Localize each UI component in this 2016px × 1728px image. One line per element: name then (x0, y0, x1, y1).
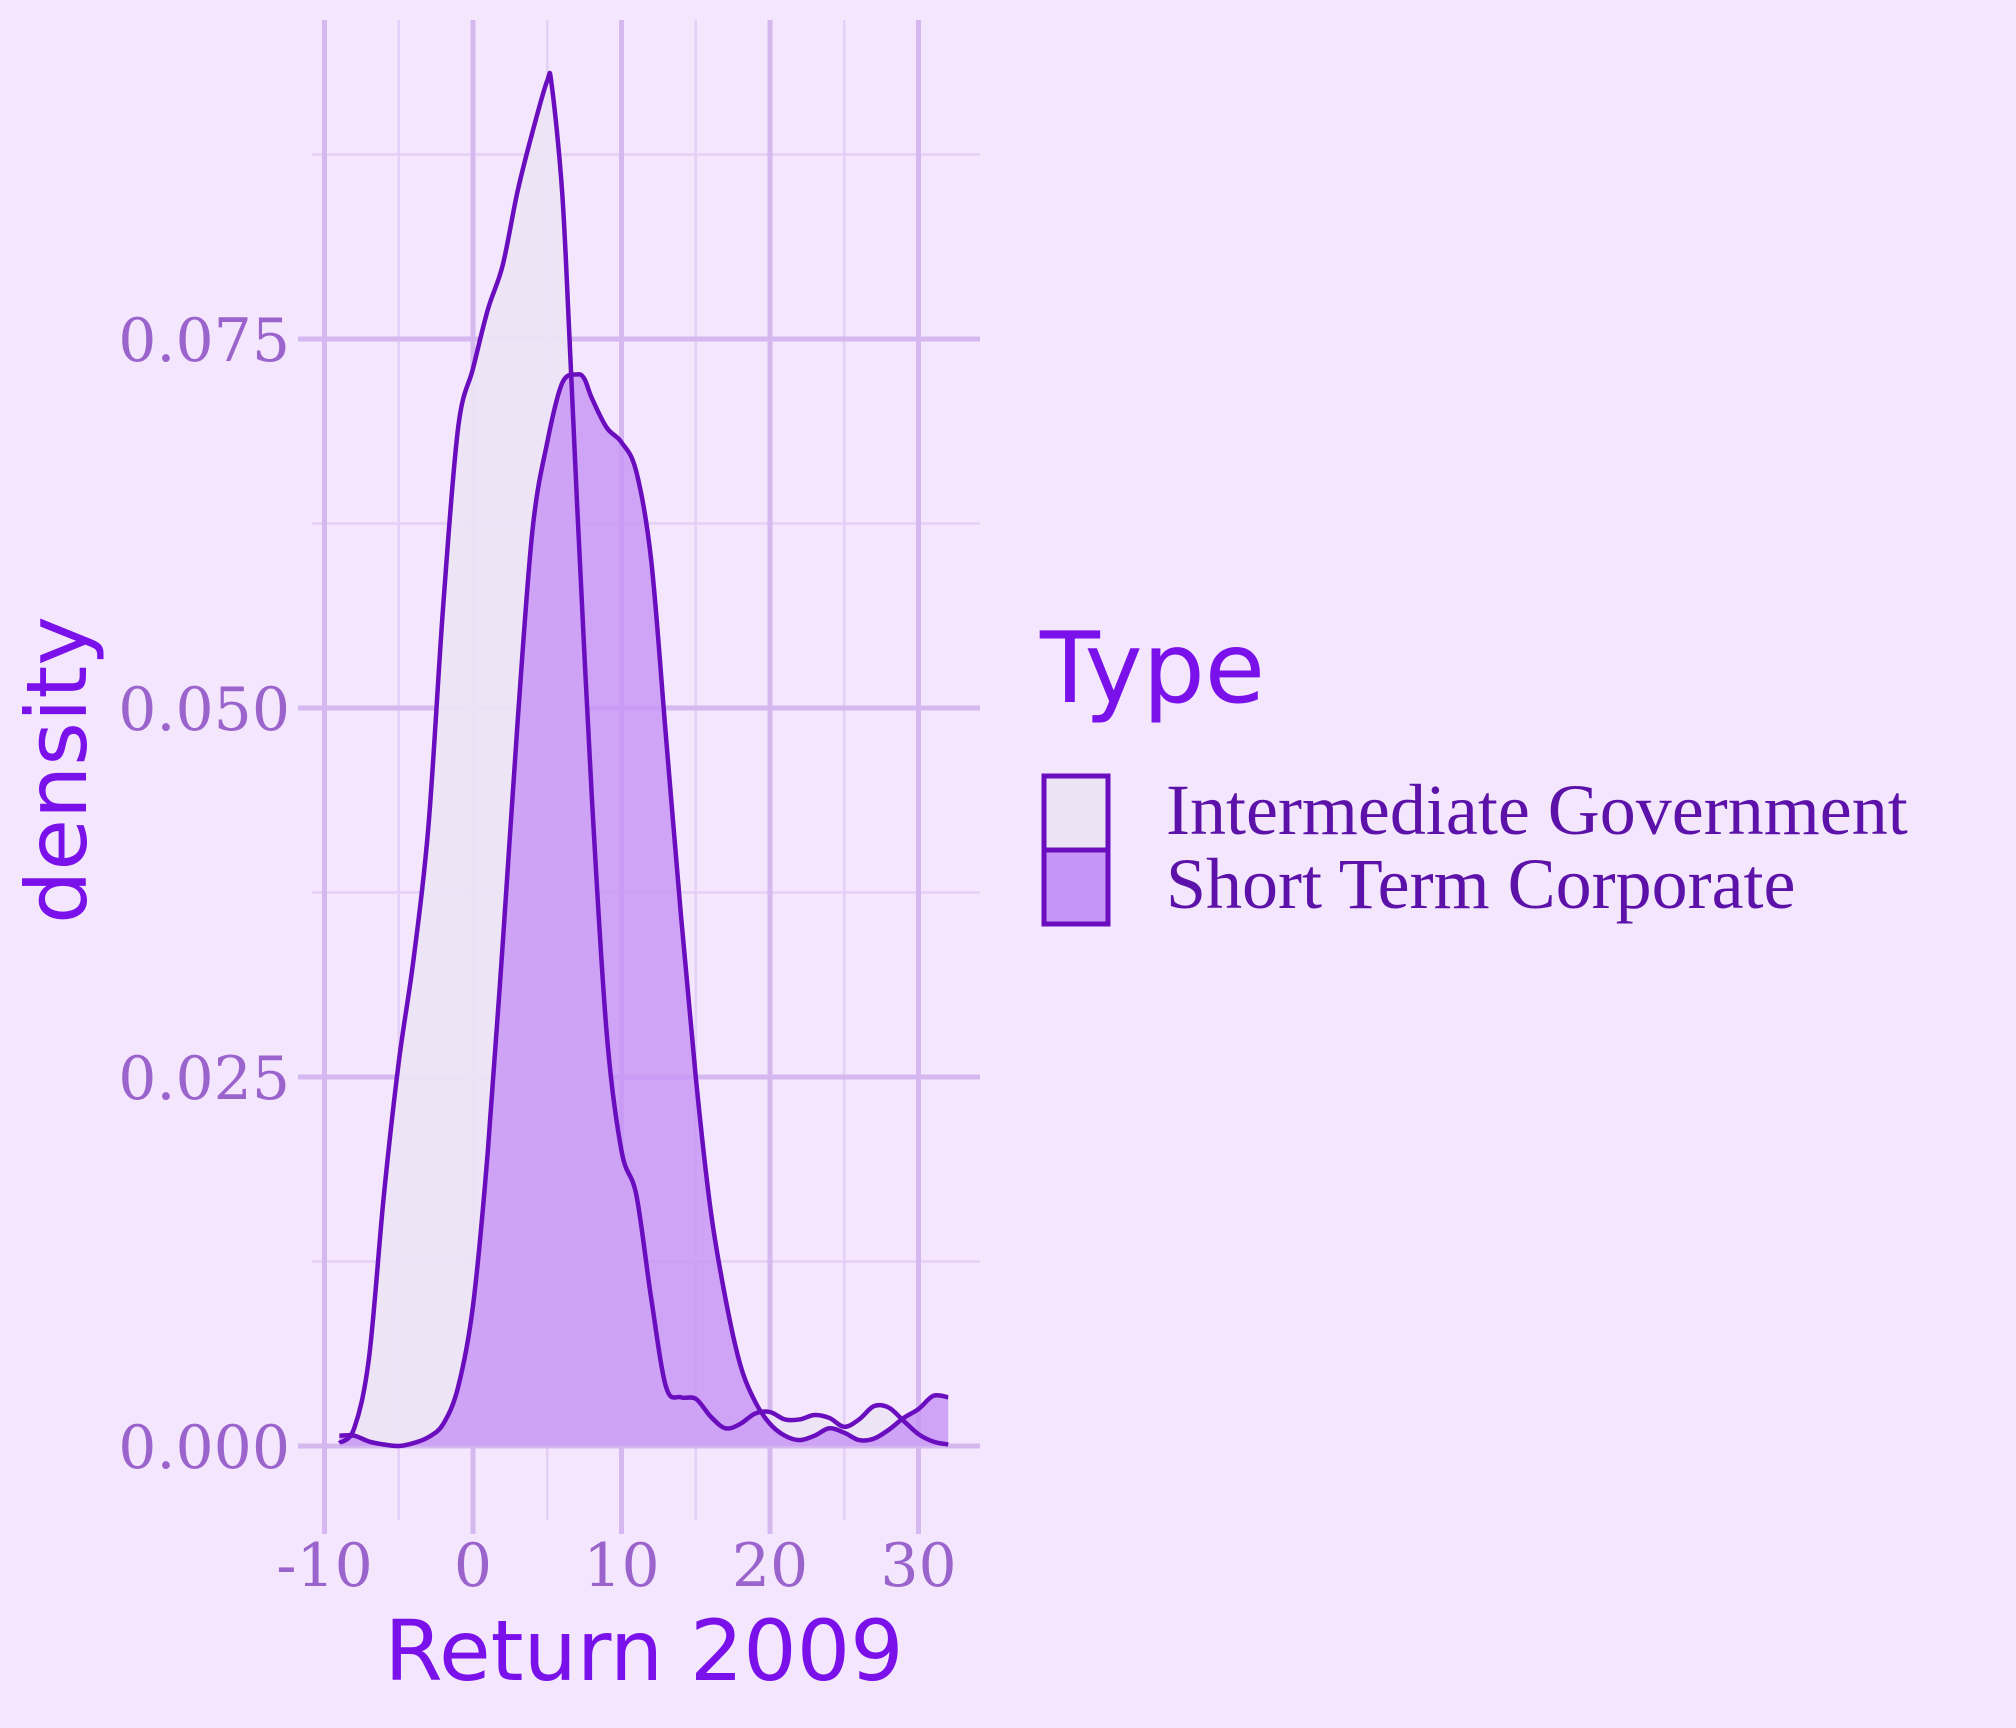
density-line-short-term-corporate (339, 371, 949, 1449)
density-lines (337, 70, 949, 1449)
legend-label-intermediate-government: Intermediate Government (1166, 770, 1908, 850)
legend-key-short-term-corporate (1041, 847, 1111, 927)
density-area-short-term-corporate (339, 374, 949, 1447)
x-axis-title: Return 2009 (384, 1602, 903, 1700)
x-tick-label: 20 (732, 1531, 808, 1601)
x-tick-label: 10 (583, 1531, 659, 1601)
y-axis-title: density (8, 616, 106, 924)
x-tick-label: 0 (454, 1531, 492, 1601)
legend-key-intermediate-government (1041, 773, 1111, 853)
axis-ticks: 0.000 0.025 0.050 0.075 -10 0 10 20 30 (118, 306, 956, 1601)
y-tick-label: 0.075 (118, 306, 290, 376)
x-tick-label: -10 (276, 1531, 373, 1601)
y-tick-label: 0.050 (118, 675, 290, 745)
y-tick-label: 0.025 (118, 1044, 290, 1114)
y-tick-label: 0.000 (118, 1413, 290, 1483)
x-tick-label: 30 (880, 1531, 956, 1601)
legend-label-short-term-corporate: Short Term Corporate (1166, 844, 1796, 924)
density-line-intermediate-government (337, 70, 949, 1447)
legend-title: Type (1039, 612, 1265, 726)
